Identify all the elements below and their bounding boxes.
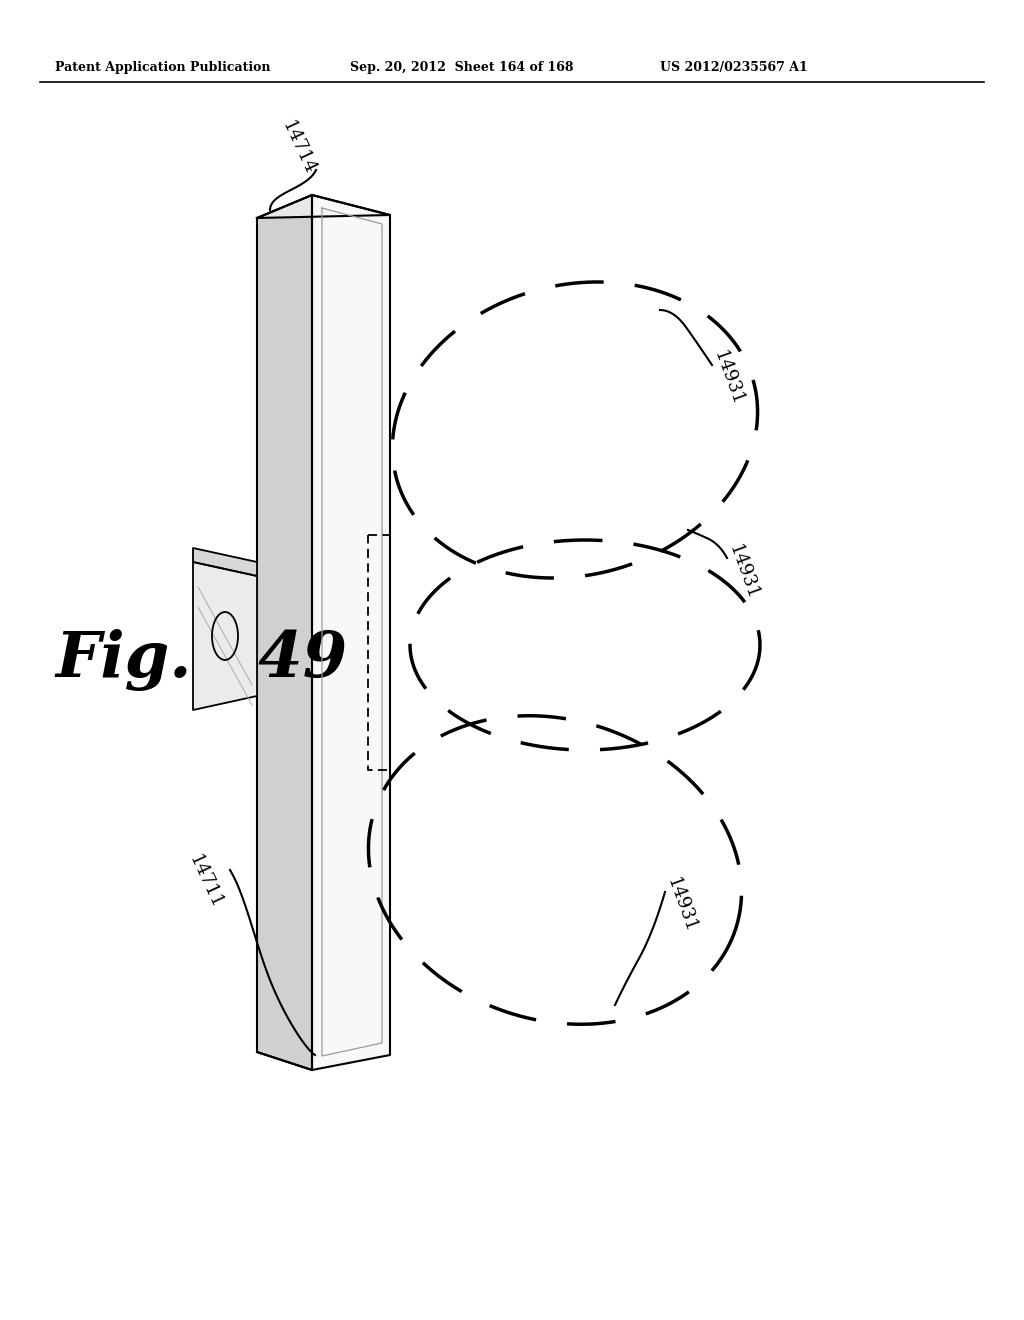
Text: Sep. 20, 2012  Sheet 164 of 168: Sep. 20, 2012 Sheet 164 of 168 <box>350 62 573 74</box>
Text: Patent Application Publication: Patent Application Publication <box>55 62 270 74</box>
Polygon shape <box>257 195 312 1071</box>
Polygon shape <box>312 195 390 1071</box>
Text: US 2012/0235567 A1: US 2012/0235567 A1 <box>660 62 808 74</box>
Polygon shape <box>193 548 257 576</box>
Text: 14931: 14931 <box>663 875 699 935</box>
Text: 14931: 14931 <box>725 543 762 602</box>
Polygon shape <box>257 195 390 218</box>
Polygon shape <box>193 562 257 710</box>
Text: 14931: 14931 <box>710 348 746 408</box>
Text: 14714: 14714 <box>278 119 318 178</box>
Text: Fig. 149: Fig. 149 <box>55 630 347 690</box>
Text: 14711: 14711 <box>184 853 225 912</box>
